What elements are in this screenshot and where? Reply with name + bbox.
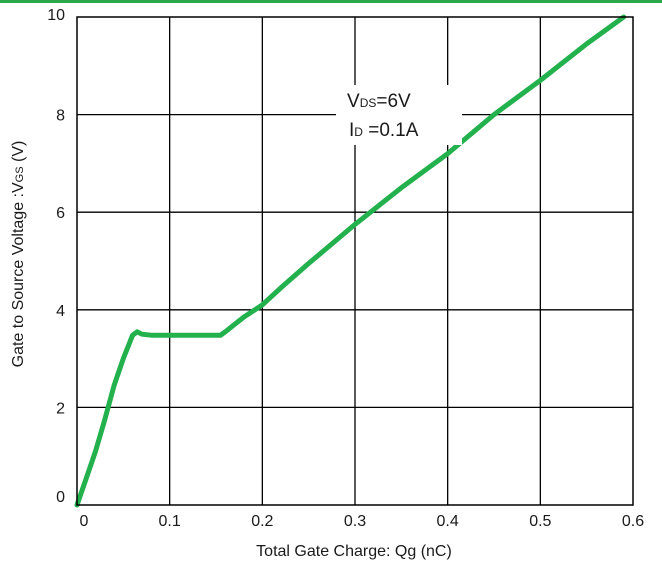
x-tick-labels: 0 0.1 0.2 0.3 0.4 0.5 0.6	[80, 513, 645, 530]
x-tick-label: 0	[80, 513, 89, 530]
annotation-box	[336, 85, 462, 145]
annotation-vds-value: =6V	[376, 91, 411, 112]
x-tick-label: 0.3	[344, 513, 366, 530]
annotation-vds-sub: DS	[360, 96, 377, 110]
y-tick-labels: 0 2 4 6 8 10	[47, 7, 65, 506]
y-axis-label-text: Gate to Source Voltage :V	[10, 182, 27, 367]
x-tick-label: 0.1	[159, 513, 181, 530]
y-tick-label: 2	[56, 400, 65, 417]
annotation-id-value: =0.1A	[363, 120, 419, 141]
y-tick-label: 6	[56, 205, 65, 222]
top-accent-rule	[0, 0, 662, 3]
y-tick-label: 8	[56, 108, 65, 125]
series-layer	[74, 14, 627, 508]
annotation-vds: VDS=6V	[347, 91, 411, 112]
y-axis-label: Gate to Source Voltage :VGS (V)	[10, 141, 27, 368]
y-tick-label: 0	[56, 489, 65, 506]
x-tick-label: 0.5	[529, 513, 551, 530]
plot-frame	[76, 16, 634, 506]
x-tick-label: 0.2	[251, 513, 273, 530]
x-axis-label: Total Gate Charge: Qg (nC)	[256, 543, 452, 560]
y-axis-label-subscript: GS	[14, 166, 26, 182]
x-tick-label: 0.4	[437, 513, 459, 530]
annotation-id-sub: D	[354, 125, 363, 139]
y-tick-label: 4	[56, 303, 65, 320]
annotation-id-main: I	[349, 120, 354, 141]
y-axis-label-unit: (V)	[10, 141, 27, 167]
annotation-vds-main: V	[347, 91, 360, 112]
series-line	[74, 14, 627, 508]
x-tick-label: 0.6	[622, 513, 644, 530]
annotation-id: ID =0.1A	[349, 120, 419, 141]
y-tick-label: 10	[47, 7, 65, 24]
